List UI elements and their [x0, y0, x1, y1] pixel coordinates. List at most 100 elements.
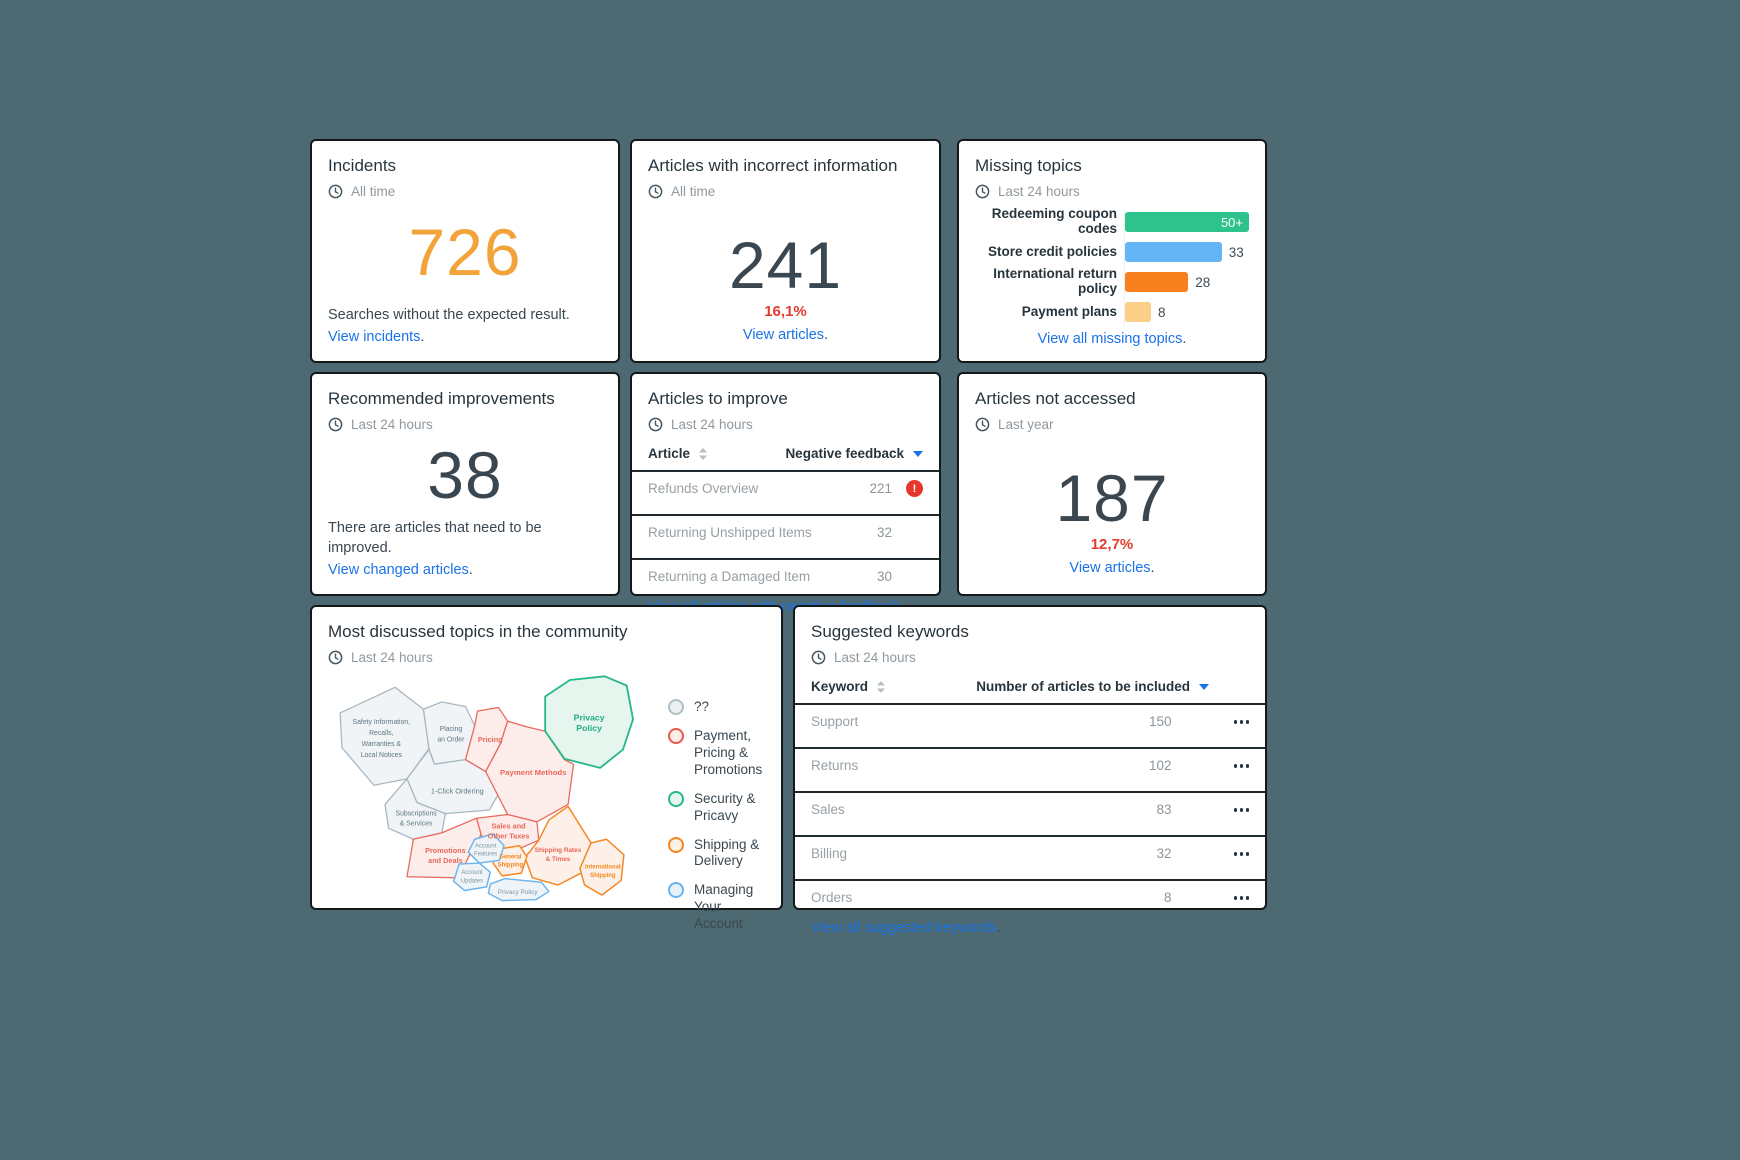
divider	[795, 747, 1265, 750]
column-header-negative-feedback[interactable]: Negative feedback	[785, 446, 923, 461]
column-header-article[interactable]: Article	[648, 446, 708, 461]
region-label: General	[499, 855, 521, 861]
keyword-name: Billing	[811, 846, 848, 862]
column-header-article-count[interactable]: Number of articles to be included	[976, 679, 1209, 694]
timeframe: Last year	[975, 417, 1249, 432]
metric-area: 726	[328, 199, 602, 305]
legend-swatch-payment-pricing	[668, 728, 684, 745]
bar-value: 8	[1158, 304, 1166, 320]
region-label: 1-Click Ordering	[431, 787, 484, 796]
region-privacy-policy-large	[544, 675, 634, 770]
table-row[interactable]: Orders 8	[811, 881, 1249, 914]
row-menu-button[interactable]	[1233, 716, 1249, 728]
view-all-suggested-keywords-link[interactable]: View all suggested keywords	[811, 920, 997, 937]
card-title: Suggested keywords	[811, 622, 969, 641]
divider	[632, 558, 939, 561]
legend-label: Shipping & Delivery	[694, 836, 760, 869]
clock-icon	[975, 417, 990, 432]
region-label: International	[585, 865, 621, 871]
legend-swatch-unknown	[668, 699, 684, 716]
bar-row: Redeeming coupon codes 50+	[975, 206, 1249, 238]
table-row[interactable]: Returns 102	[811, 749, 1249, 782]
row-2: Recommended improvements Last 24 hours 3…	[310, 372, 1267, 615]
timeframe: Last 24 hours	[328, 650, 765, 665]
card-title: Articles to improve	[648, 389, 788, 408]
timeframe: Last 24 hours	[648, 417, 923, 432]
timeframe-label: All time	[671, 184, 716, 200]
view-incidents-link[interactable]: View incidents	[328, 328, 421, 345]
topic-cluster-map: Safety Information, Recalls, Warranties …	[339, 675, 634, 902]
sort-icon[interactable]	[699, 447, 708, 460]
row-menu-button[interactable]	[1233, 848, 1249, 860]
bar-value: 28	[1195, 274, 1211, 290]
legend-item: Managing Your Account	[668, 882, 765, 933]
card-title: Most discussed topics in the community	[328, 622, 628, 641]
metric-area: 38	[328, 432, 602, 518]
view-articles-link[interactable]: View articles	[742, 326, 825, 343]
article-count: 8	[1163, 890, 1172, 906]
article-count: 102	[1148, 758, 1172, 774]
card-title: Incidents	[328, 156, 397, 175]
bar-track: 33	[1124, 237, 1249, 268]
column-header-keyword[interactable]: Keyword	[811, 679, 886, 694]
table-row[interactable]: Support 150	[811, 705, 1249, 738]
table-row[interactable]: Billing 32	[811, 837, 1249, 870]
feedback-count: 32	[876, 525, 892, 541]
not-accessed-percent: 12,7%	[1090, 535, 1134, 553]
sort-desc-icon	[1199, 683, 1209, 690]
table-header: Article Negative feedback	[648, 446, 923, 461]
card-recommended-improvements: Recommended improvements Last 24 hours 3…	[310, 372, 620, 596]
card-title: Articles not accessed	[975, 389, 1136, 408]
not-accessed-count: 187	[1055, 460, 1169, 535]
alert-icon: !	[906, 480, 923, 498]
table-row[interactable]: Sales 83	[811, 793, 1249, 826]
legend-label: Managing Your Account	[694, 882, 754, 931]
bar-track: 50+	[1124, 207, 1249, 238]
clock-icon	[811, 650, 826, 665]
sort-desc-icon	[913, 450, 923, 457]
row-menu-button[interactable]	[1233, 760, 1249, 772]
sort-icon[interactable]	[877, 680, 886, 693]
legend-item: Shipping & Delivery	[668, 836, 765, 871]
view-all-missing-topics-link[interactable]: View all missing topics	[1037, 331, 1183, 347]
region-label: Warranties &	[362, 741, 402, 748]
bar-label: Payment plans	[1021, 303, 1117, 319]
table-row[interactable]: Returning Unshipped Items 32	[648, 516, 923, 549]
divider	[795, 879, 1265, 882]
legend-label: ??	[694, 699, 710, 715]
timeframe-label: Last 24 hours	[671, 417, 753, 433]
card-missing-topics: Missing topics Last 24 hours Redeeming c…	[957, 139, 1267, 363]
card-suggested-keywords: Suggested keywords Last 24 hours Keyword…	[793, 605, 1267, 936]
row-menu-button[interactable]	[1233, 892, 1249, 904]
region-subscriptions-services	[384, 778, 447, 841]
keyword-name: Support	[811, 714, 859, 730]
table-row[interactable]: Returning a Damaged Item 30	[648, 560, 923, 593]
clock-icon	[975, 184, 990, 199]
clock-icon	[328, 650, 343, 665]
timeframe-label: All time	[351, 184, 396, 200]
clock-icon	[328, 184, 343, 199]
region-label: Shipping	[590, 873, 616, 879]
feedback-count: 221	[869, 481, 892, 497]
bar	[1125, 302, 1152, 323]
legend-label: Payment, Pricing & Promotions	[694, 728, 763, 777]
community-diagram-area: Safety Information, Recalls, Warranties …	[328, 669, 765, 933]
region-account-updates	[452, 862, 491, 892]
region-label: Sales and	[491, 822, 525, 831]
region-label: Shipping Rates	[535, 847, 582, 854]
bar-label: Redeeming coupon codes	[991, 206, 1117, 237]
region-label: an Order	[437, 737, 465, 744]
view-articles-link[interactable]: View articles	[1069, 559, 1151, 576]
row-menu-button[interactable]	[1233, 804, 1249, 816]
region-label: Features	[474, 852, 497, 858]
region-label: Privacy Policy	[498, 889, 539, 896]
link-line: View articles.	[1069, 559, 1155, 576]
divider	[632, 470, 939, 473]
bar-row: Payment plans 8	[975, 297, 1249, 328]
view-changed-articles-link[interactable]: View changed articles	[328, 561, 469, 578]
table-row[interactable]: Refunds Overview 221 !	[648, 472, 923, 505]
card-articles-to-improve: Articles to improve Last 24 hours Articl…	[630, 372, 941, 615]
legend-item: Payment, Pricing & Promotions	[668, 728, 765, 779]
bar-row: International return policy 28	[975, 267, 1249, 298]
region-label: Privacy	[574, 713, 605, 723]
